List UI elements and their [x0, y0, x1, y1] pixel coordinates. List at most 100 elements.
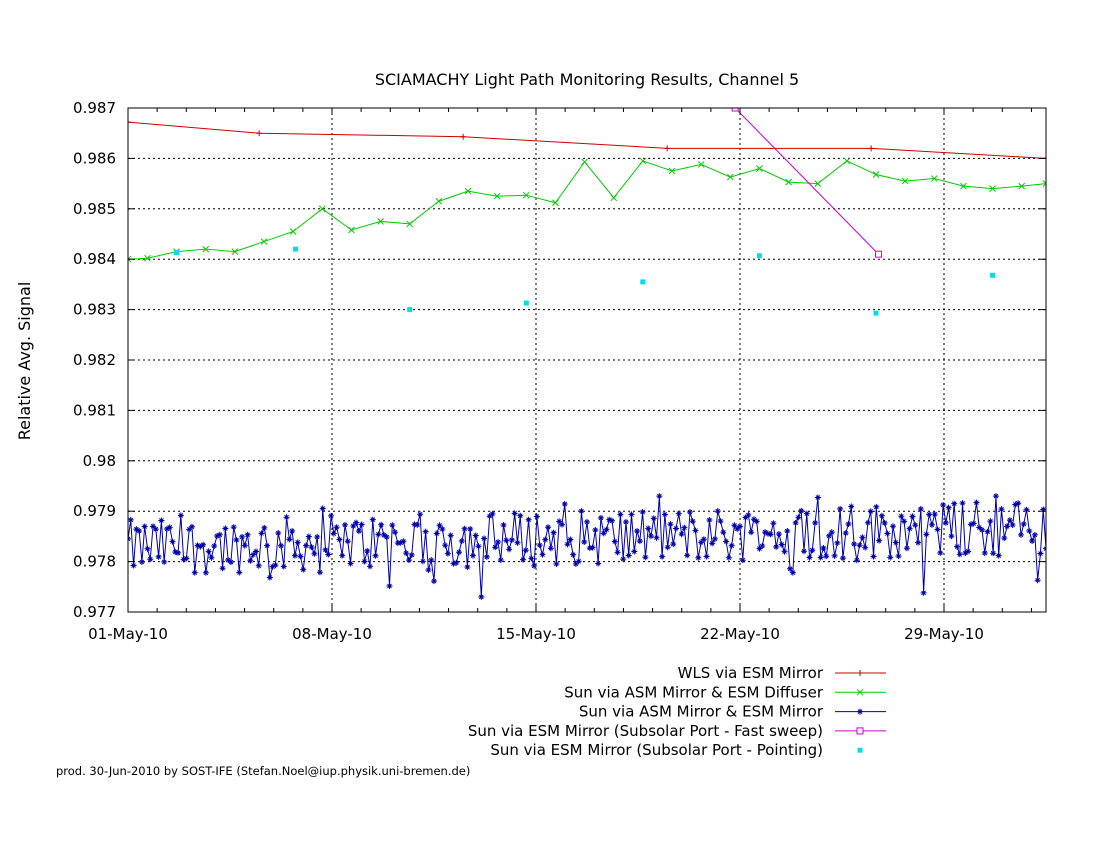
data-point [511, 510, 518, 517]
data-point [494, 539, 501, 546]
data-point [700, 536, 707, 543]
data-point [469, 552, 476, 559]
legend-item: Sun via ESM Mirror (Subsolar Port - Poin… [490, 741, 863, 759]
data-point [912, 522, 919, 529]
data-point [517, 512, 524, 519]
data-point [611, 538, 618, 545]
data-point [280, 563, 287, 570]
data-point [901, 518, 908, 525]
data-point [264, 542, 271, 549]
data-point [464, 187, 472, 195]
plot-border [127, 107, 1047, 613]
data-point [992, 493, 999, 500]
data-point [258, 530, 265, 537]
data-point [845, 520, 852, 527]
data-point [272, 562, 279, 569]
data-point [431, 578, 437, 585]
data-point [684, 552, 691, 559]
data-point [227, 559, 234, 566]
data-point [408, 552, 415, 559]
data-point [664, 145, 671, 152]
legend-item: Sun via ASM Mirror & ESM Mirror [579, 703, 886, 721]
data-point [348, 226, 355, 234]
data-point [895, 553, 902, 560]
series-2 [128, 157, 1046, 263]
data-point [493, 192, 501, 200]
legend-item: Sun via ESM Mirror (Subsolar Port - Fast… [468, 722, 886, 740]
data-point [728, 542, 735, 549]
data-point [787, 565, 794, 572]
data-point [989, 185, 996, 192]
data-point [809, 547, 816, 554]
data-point [191, 569, 198, 576]
data-point [133, 526, 140, 533]
data-point [739, 557, 746, 564]
data-point [147, 556, 154, 563]
data-point [1034, 577, 1041, 584]
data-point [144, 254, 151, 262]
data-point [186, 526, 193, 533]
data-point [225, 556, 232, 563]
data-point [937, 549, 944, 556]
data-point [698, 539, 705, 546]
data-point [664, 544, 671, 551]
legend-label: WLS via ESM Mirror [678, 664, 824, 682]
data-point [506, 546, 513, 553]
data-point [1042, 180, 1046, 187]
data-point [692, 527, 699, 534]
data-point [826, 532, 833, 539]
data-point [640, 279, 646, 285]
data-point [800, 548, 807, 555]
data-point [639, 508, 646, 515]
data-point [675, 510, 682, 517]
data-point [837, 505, 844, 512]
data-point [522, 191, 530, 199]
data-point [522, 547, 529, 554]
data-point [581, 158, 588, 166]
data-point [364, 547, 371, 554]
data-point [435, 197, 443, 205]
data-point [255, 562, 262, 569]
y-tick-label: 0.978 [73, 553, 116, 571]
data-point [336, 536, 343, 543]
data-point [241, 542, 248, 549]
data-point [711, 535, 718, 542]
data-point [528, 555, 535, 562]
data-point [330, 530, 337, 537]
data-point [734, 525, 741, 532]
data-point [686, 509, 693, 516]
data-point [130, 562, 137, 569]
data-point [208, 554, 215, 561]
data-point [725, 554, 732, 561]
data-point [275, 529, 282, 536]
data-point [595, 560, 602, 567]
data-point [166, 524, 173, 531]
data-point [1031, 531, 1038, 538]
data-point [508, 536, 515, 543]
data-point [945, 504, 952, 511]
data-point [478, 593, 485, 600]
data-point [380, 532, 387, 539]
data-point [647, 533, 654, 540]
data-point [500, 521, 507, 528]
data-point [834, 539, 841, 546]
data-point [561, 500, 568, 507]
data-point [467, 526, 474, 533]
data-point [172, 549, 179, 556]
data-point [606, 516, 613, 523]
data-point [464, 564, 471, 571]
data-point [884, 530, 891, 537]
data-point [520, 556, 527, 563]
data-point [347, 560, 354, 567]
data-point [998, 506, 1005, 513]
data-point [951, 500, 958, 507]
data-point [564, 541, 571, 548]
data-point [778, 541, 785, 548]
data-point [358, 521, 365, 528]
data-point [531, 562, 538, 569]
data-point [411, 521, 418, 528]
y-tick-label: 0.984 [73, 250, 116, 268]
data-point [820, 544, 827, 551]
data-point [283, 514, 290, 521]
data-point [293, 246, 299, 252]
